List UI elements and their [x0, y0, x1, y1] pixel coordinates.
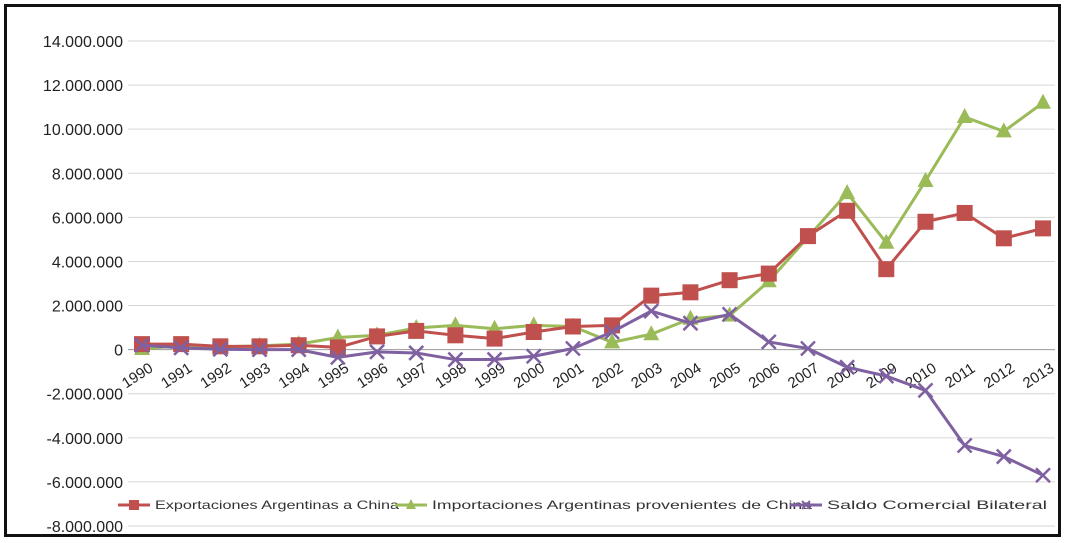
data-point: [251, 341, 268, 358]
data-point: [564, 318, 581, 335]
x-tick-label: 1993: [236, 360, 273, 392]
y-tick-label: 14.000.000: [43, 34, 123, 51]
y-tick-label: -8.000.000: [46, 519, 123, 536]
x-tick-label: 1992: [197, 360, 234, 392]
legend: Exportaciones Argentinas a China Importac…: [118, 498, 1047, 512]
x-tick-label: 1994: [276, 360, 313, 392]
x-tick-label: 1991: [158, 360, 195, 392]
data-point: [447, 351, 464, 368]
series-line: [142, 209, 1044, 349]
data-point: [956, 204, 973, 221]
data-point: [956, 108, 973, 124]
legend-marker: [406, 499, 416, 509]
x-tick-label: 2001: [550, 360, 587, 392]
data-point: [643, 303, 660, 319]
series-line: [141, 309, 1044, 477]
data-point: [329, 339, 346, 356]
x-tick-label: 1995: [315, 360, 352, 392]
y-tick-label: 12.000.000: [43, 78, 123, 95]
data-point: [525, 324, 542, 340]
legend-marker: [801, 500, 811, 510]
data-point: [839, 202, 856, 219]
data-point: [486, 330, 503, 347]
y-tick-label: 4.000.000: [52, 254, 123, 271]
series-group: [134, 93, 1051, 484]
data-point: [721, 272, 738, 289]
data-point: [839, 359, 856, 376]
y-tick-label: 8.000.000: [52, 166, 123, 183]
data-point: [408, 322, 425, 339]
y-axis-ticks: 14.000.000 12.000.000 10.000.000 8.000.000 6…: [43, 34, 123, 536]
data-point: [878, 368, 895, 384]
x-tick-label: 2000: [511, 360, 548, 392]
data-point: [134, 337, 150, 354]
data-point: [329, 349, 346, 366]
x-tick-label: 2004: [667, 360, 704, 392]
data-point: [1035, 220, 1051, 237]
legend-label: Importaciones Argentinas provenientes de…: [432, 498, 812, 512]
legend-label: Exportaciones Argentinas a China: [155, 498, 399, 512]
data-point: [839, 184, 856, 200]
data-point: [251, 338, 268, 355]
x-tick-label: 2012: [981, 360, 1018, 392]
y-tick-label: -6.000.000: [46, 475, 123, 492]
data-point: [917, 213, 934, 230]
data-point: [1035, 93, 1051, 109]
data-point: [995, 448, 1012, 465]
data-point: [917, 382, 934, 399]
data-point: [682, 284, 699, 301]
data-point: [525, 348, 542, 365]
data-point: [173, 339, 190, 356]
x-tick-label: 2003: [628, 360, 665, 392]
data-point: [290, 341, 307, 358]
data-point: [447, 327, 464, 344]
data-point: [369, 343, 385, 360]
data-point: [212, 341, 229, 358]
series-line: [141, 101, 1044, 351]
x-tick-label: 2007: [785, 360, 822, 392]
data-point: [643, 287, 660, 304]
y-tick-label: 6.000.000: [52, 210, 123, 227]
data-point: [995, 230, 1012, 247]
data-point: [604, 324, 620, 340]
data-point: [1035, 467, 1051, 484]
y-tick-label: -2.000.000: [46, 387, 123, 404]
x-tick-label: 2002: [589, 360, 626, 392]
data-point: [799, 228, 816, 245]
data-point: [643, 325, 660, 341]
x-tick-label: 2011: [942, 360, 978, 392]
data-point: [212, 338, 229, 355]
data-point: [486, 351, 503, 368]
y-tick-label: 0: [114, 343, 123, 360]
x-tick-label: 2006: [746, 360, 783, 392]
data-point: [682, 315, 699, 332]
data-point: [173, 336, 190, 353]
y-tick-label: 2.000.000: [52, 299, 123, 316]
data-point: [878, 233, 895, 249]
gridlines: [128, 40, 1055, 527]
data-point: [956, 437, 973, 454]
x-tick-label: 2005: [707, 360, 744, 392]
data-point: [800, 340, 816, 357]
data-point: [878, 261, 895, 278]
data-point: [760, 265, 777, 282]
data-point: [917, 171, 934, 187]
x-tick-label: 1997: [393, 360, 430, 392]
y-tick-label: 10.000.000: [43, 122, 123, 139]
x-tick-label: 1996: [354, 360, 391, 392]
data-point: [565, 340, 581, 357]
x-tick-label: 2013: [1020, 360, 1057, 392]
data-point: [760, 334, 777, 350]
y-tick-label: -4.000.000: [46, 431, 123, 448]
data-point: [995, 122, 1012, 138]
data-point: [721, 306, 738, 323]
data-point: [369, 328, 386, 345]
legend-label: Saldo Comercial Bilateral: [827, 498, 1047, 512]
data-point: [408, 345, 425, 361]
data-point: [604, 333, 621, 349]
x-tick-label: 1990: [119, 360, 156, 392]
legend-marker: [129, 500, 139, 510]
